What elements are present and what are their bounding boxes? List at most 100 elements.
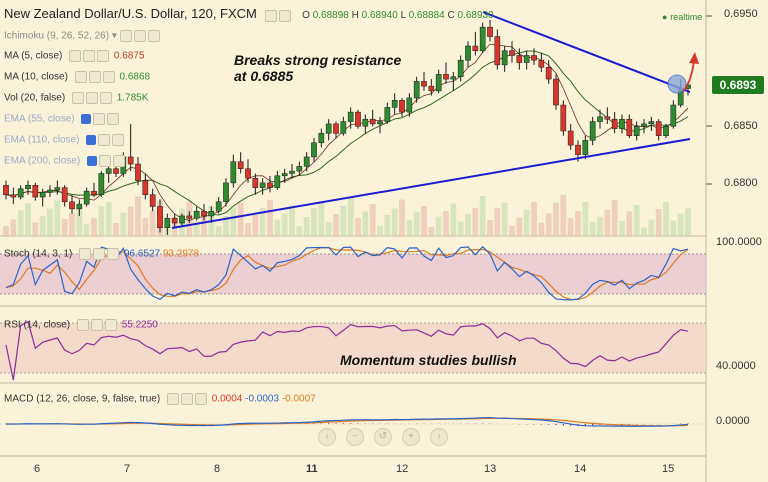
gear-icon[interactable]: [180, 393, 193, 405]
eye-icon[interactable]: [119, 30, 132, 42]
gear-icon[interactable]: [93, 248, 106, 260]
eye-icon[interactable]: [166, 393, 179, 405]
gear-icon[interactable]: [93, 113, 106, 125]
volume-bar: [281, 213, 288, 236]
macd-legend[interactable]: MACD (12, 26, close, 9, false, true) 0.0…: [4, 393, 316, 405]
candle: [575, 144, 581, 155]
indicator-ema200[interactable]: EMA (200, close): [4, 155, 127, 167]
close-icon[interactable]: [112, 155, 125, 167]
gear-icon[interactable]: [98, 134, 111, 146]
time-tick: 13: [484, 463, 497, 475]
volume-bar: [289, 205, 295, 236]
eye-icon[interactable]: [86, 156, 97, 166]
eye-icon[interactable]: [69, 50, 82, 62]
candle: [421, 81, 427, 87]
indicator-vol[interactable]: Vol (20, false) 1.785K: [4, 92, 149, 104]
close-icon[interactable]: [112, 134, 125, 146]
candle: [626, 118, 633, 136]
candle: [259, 182, 266, 188]
zoom-in-icon[interactable]: +: [402, 428, 420, 446]
volume-bar: [3, 226, 9, 236]
close-icon[interactable]: [97, 50, 110, 62]
time-tick: 12: [396, 463, 409, 475]
candle: [509, 50, 515, 56]
eye-icon[interactable]: [76, 319, 89, 331]
gear-icon[interactable]: [83, 50, 96, 62]
breakout-marker: [667, 74, 687, 94]
indicator-ema110[interactable]: EMA (110, close): [4, 134, 126, 146]
volume-bar: [406, 220, 413, 236]
close-icon[interactable]: [194, 393, 207, 405]
indicator-ichimoku[interactable]: Ichimoku (9, 26, 52, 26) ▾: [4, 30, 162, 42]
candle: [296, 166, 303, 172]
close-icon[interactable]: [107, 248, 120, 260]
indicator-ema55[interactable]: EMA (55, close): [4, 113, 121, 125]
volume-bar: [641, 227, 647, 236]
candle: [457, 59, 464, 77]
stoch-legend[interactable]: Stoch (14, 3, 1) 96.6527 93.2978: [4, 248, 200, 260]
rsi-axis-tick: 40.0000: [716, 360, 756, 372]
candle: [98, 173, 105, 195]
candle: [391, 100, 398, 108]
gear-icon[interactable]: [90, 319, 103, 331]
candle: [648, 121, 655, 125]
candle: [171, 218, 178, 224]
zoom-out-icon[interactable]: −: [346, 428, 364, 446]
time-tick: 6: [34, 463, 41, 475]
candle: [135, 163, 141, 181]
settings-button[interactable]: [264, 9, 277, 22]
candle: [186, 215, 193, 219]
eye-icon[interactable]: [79, 248, 92, 260]
eye-icon[interactable]: [81, 114, 92, 124]
candle: [325, 123, 332, 134]
eye-icon[interactable]: [86, 135, 97, 145]
indicator-ma10[interactable]: MA (10, close) 0.6868: [4, 71, 151, 83]
candle: [230, 161, 237, 184]
scroll-right-icon[interactable]: ›: [430, 428, 448, 446]
volume-bar: [149, 210, 156, 236]
volume-bar: [589, 222, 596, 236]
chevron-down-icon[interactable]: ▾: [111, 30, 117, 42]
candle: [340, 121, 347, 134]
close-icon[interactable]: [107, 113, 120, 125]
candle: [355, 111, 361, 127]
volume-bar: [443, 211, 449, 236]
gear-icon[interactable]: [85, 92, 98, 104]
rsi-legend[interactable]: RSI (14, close) 55.2250: [4, 319, 158, 331]
candle: [560, 104, 567, 132]
chart-header: New Zealand Dollar/U.S. Dollar, 120, FXC…: [4, 6, 494, 22]
close-icon[interactable]: [99, 92, 112, 104]
candle: [39, 192, 46, 198]
time-tick: 15: [662, 463, 675, 475]
candle: [25, 185, 31, 190]
high-value: 0.68940: [361, 10, 398, 21]
volume-bar: [83, 224, 90, 236]
volume-bar: [54, 200, 61, 236]
candle: [252, 177, 259, 188]
volume-bar: [325, 222, 332, 236]
annotation-momentum: Momentum studies bullish: [340, 352, 517, 368]
gear-icon[interactable]: [133, 30, 146, 42]
eye-icon[interactable]: [74, 71, 87, 83]
format-button[interactable]: [278, 9, 291, 22]
volume-bar: [230, 207, 237, 236]
volume-bar: [626, 211, 633, 236]
close-icon[interactable]: [104, 319, 117, 331]
close-icon[interactable]: [102, 71, 115, 83]
scroll-left-icon[interactable]: ‹: [318, 428, 336, 446]
gear-icon[interactable]: [98, 155, 111, 167]
volume-bar: [135, 196, 141, 236]
volume-bar: [582, 202, 589, 236]
volume-bar: [663, 202, 669, 236]
eye-icon[interactable]: [71, 92, 84, 104]
volume-bar: [369, 204, 376, 236]
gear-icon[interactable]: [88, 71, 101, 83]
candle: [127, 156, 134, 165]
volume-bar: [399, 199, 405, 236]
reset-icon[interactable]: ↺: [374, 428, 392, 446]
close-icon[interactable]: [147, 30, 160, 42]
volume-bar: [362, 211, 369, 236]
indicator-ma5[interactable]: MA (5, close) 0.6875: [4, 50, 145, 62]
volume-bar: [413, 211, 420, 236]
